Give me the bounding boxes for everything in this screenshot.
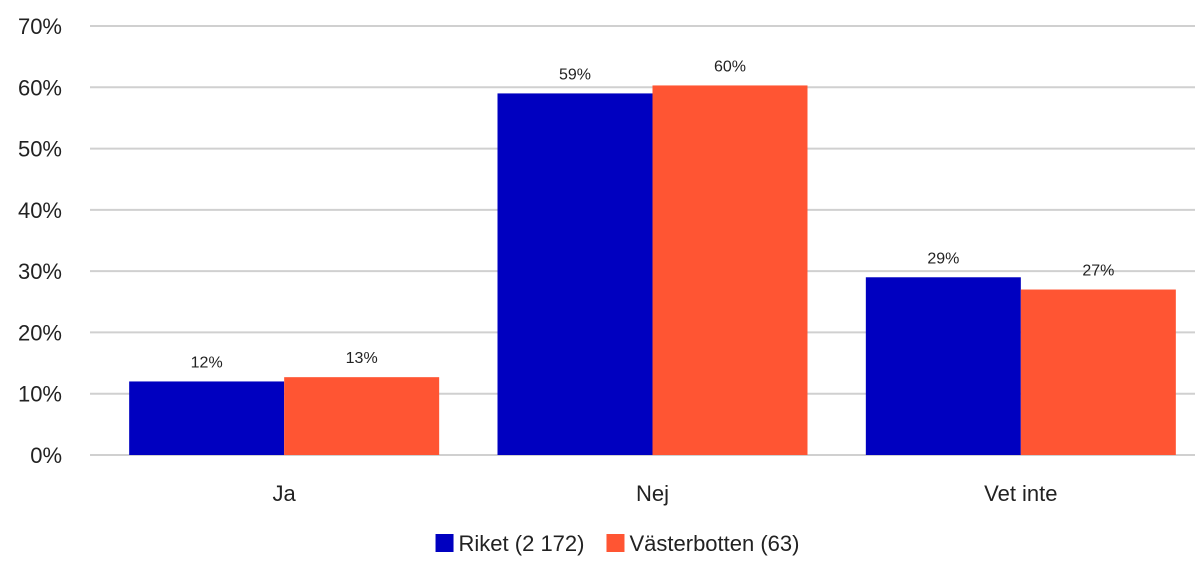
x-category-label: Vet inte — [984, 481, 1057, 506]
data-label: 12% — [191, 354, 223, 371]
y-tick-label: 10% — [18, 382, 62, 407]
y-tick-label: 0% — [30, 443, 62, 468]
data-label: 59% — [559, 66, 591, 83]
legend: Riket (2 172) Västerbotten (63) — [435, 531, 799, 556]
data-label: 27% — [1082, 263, 1114, 280]
y-tick-label: 70% — [18, 14, 62, 39]
x-axis-categories: Ja Nej Vet inte — [273, 481, 1058, 506]
bar-nej-series-1 — [497, 93, 653, 456]
legend-swatch-1 — [435, 534, 454, 552]
y-axis-ticks: 0% 10% 20% 30% 40% 50% 60% 70% — [18, 14, 62, 468]
legend-label-2: Västerbotten (63) — [629, 531, 799, 556]
y-tick-label: 40% — [18, 198, 62, 223]
y-tick-label: 60% — [18, 75, 62, 100]
x-category-label: Nej — [636, 481, 669, 506]
bar-vet-inte-series-1 — [865, 277, 1021, 455]
data-labels: 12% 13% 59% 60% 29% 27% — [191, 58, 1115, 371]
bar-ja-series-1 — [129, 381, 285, 455]
data-label: 60% — [714, 58, 746, 75]
data-label: 29% — [927, 250, 959, 267]
y-tick-label: 20% — [18, 320, 62, 345]
x-category-label: Ja — [273, 481, 297, 506]
bar-vet-inte-series-2 — [1020, 289, 1176, 455]
legend-swatch-2 — [606, 534, 625, 552]
bar-nej-series-2 — [652, 85, 808, 455]
data-label: 13% — [346, 350, 378, 367]
bars — [129, 85, 1176, 456]
legend-label-1: Riket (2 172) — [459, 531, 585, 556]
y-tick-label: 30% — [18, 259, 62, 284]
bar-ja-series-2 — [284, 377, 440, 455]
y-tick-label: 50% — [18, 137, 62, 162]
